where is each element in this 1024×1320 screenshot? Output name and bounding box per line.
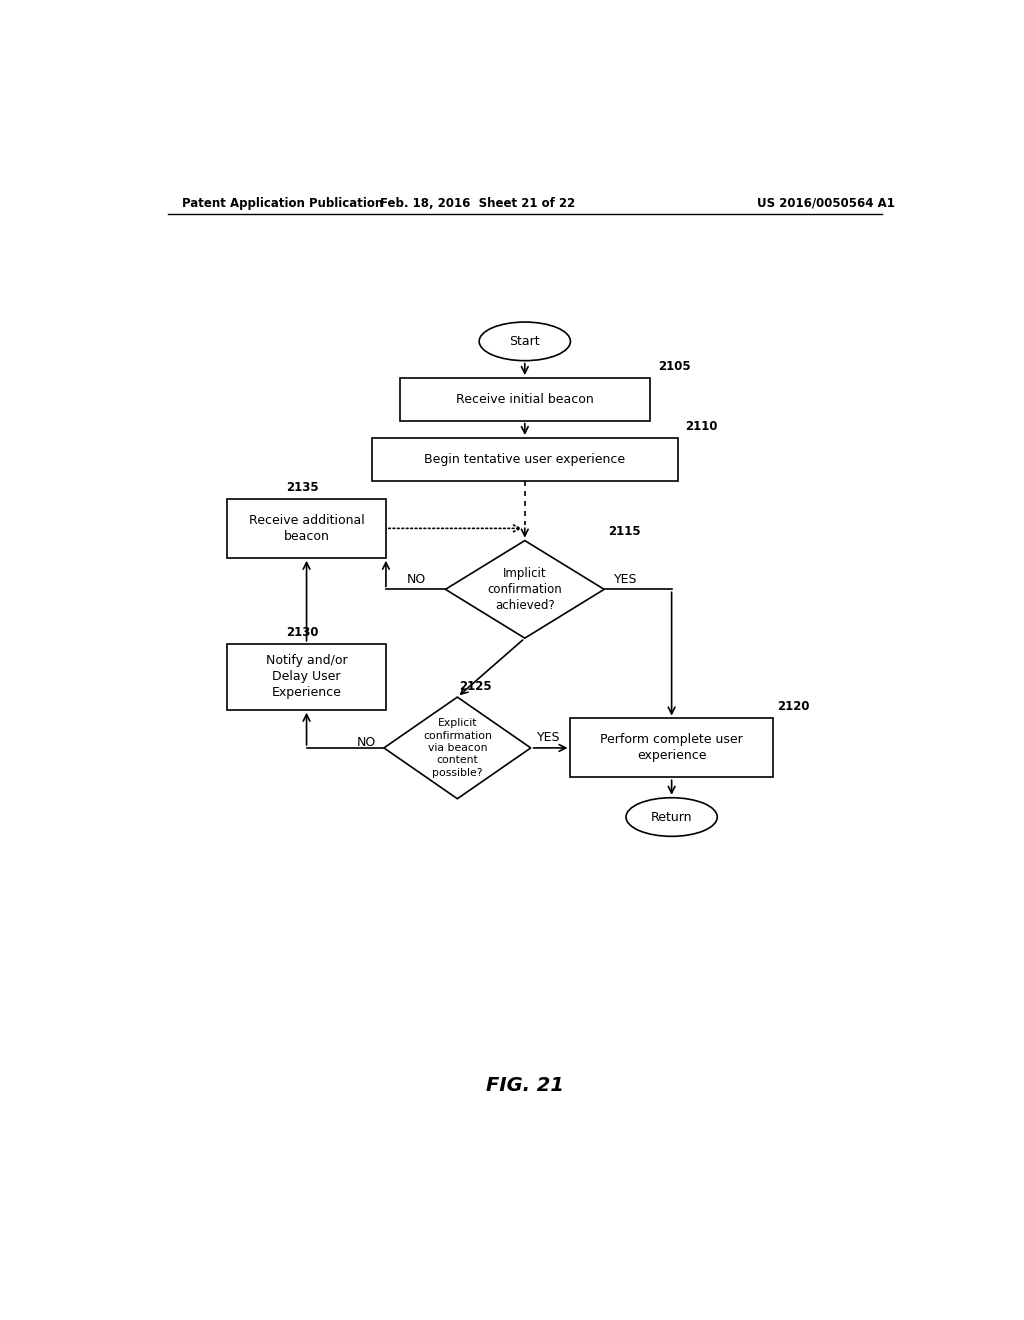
Text: 2125: 2125 xyxy=(459,680,492,693)
Text: YES: YES xyxy=(538,731,560,744)
Text: Receive initial beacon: Receive initial beacon xyxy=(456,393,594,405)
Text: YES: YES xyxy=(613,573,637,586)
Text: 2105: 2105 xyxy=(657,360,690,372)
Text: Begin tentative user experience: Begin tentative user experience xyxy=(424,453,626,466)
Text: 2130: 2130 xyxy=(287,626,318,639)
Polygon shape xyxy=(384,697,530,799)
Text: Start: Start xyxy=(510,335,540,348)
Text: Implicit
confirmation
achieved?: Implicit confirmation achieved? xyxy=(487,566,562,612)
Text: Receive additional
beacon: Receive additional beacon xyxy=(249,513,365,543)
Text: Patent Application Publication: Patent Application Publication xyxy=(182,197,383,210)
Polygon shape xyxy=(445,541,604,638)
Text: US 2016/0050564 A1: US 2016/0050564 A1 xyxy=(758,197,895,210)
FancyBboxPatch shape xyxy=(399,378,650,421)
Text: 2110: 2110 xyxy=(685,420,718,433)
Text: 2115: 2115 xyxy=(608,524,641,537)
FancyBboxPatch shape xyxy=(570,718,773,777)
Text: Feb. 18, 2016  Sheet 21 of 22: Feb. 18, 2016 Sheet 21 of 22 xyxy=(380,197,574,210)
Text: NO: NO xyxy=(407,573,426,586)
FancyBboxPatch shape xyxy=(227,644,386,710)
Text: 2120: 2120 xyxy=(777,701,809,713)
Text: Perform complete user
experience: Perform complete user experience xyxy=(600,734,743,763)
Text: Explicit
confirmation
via beacon
content
possible?: Explicit confirmation via beacon content… xyxy=(423,718,492,777)
Ellipse shape xyxy=(479,322,570,360)
Text: Return: Return xyxy=(651,810,692,824)
Text: 2135: 2135 xyxy=(287,480,318,494)
FancyBboxPatch shape xyxy=(227,499,386,558)
FancyBboxPatch shape xyxy=(372,438,678,480)
Ellipse shape xyxy=(626,797,717,837)
Text: NO: NO xyxy=(356,737,376,750)
Text: Notify and/or
Delay User
Experience: Notify and/or Delay User Experience xyxy=(266,655,347,700)
Text: FIG. 21: FIG. 21 xyxy=(485,1076,564,1094)
